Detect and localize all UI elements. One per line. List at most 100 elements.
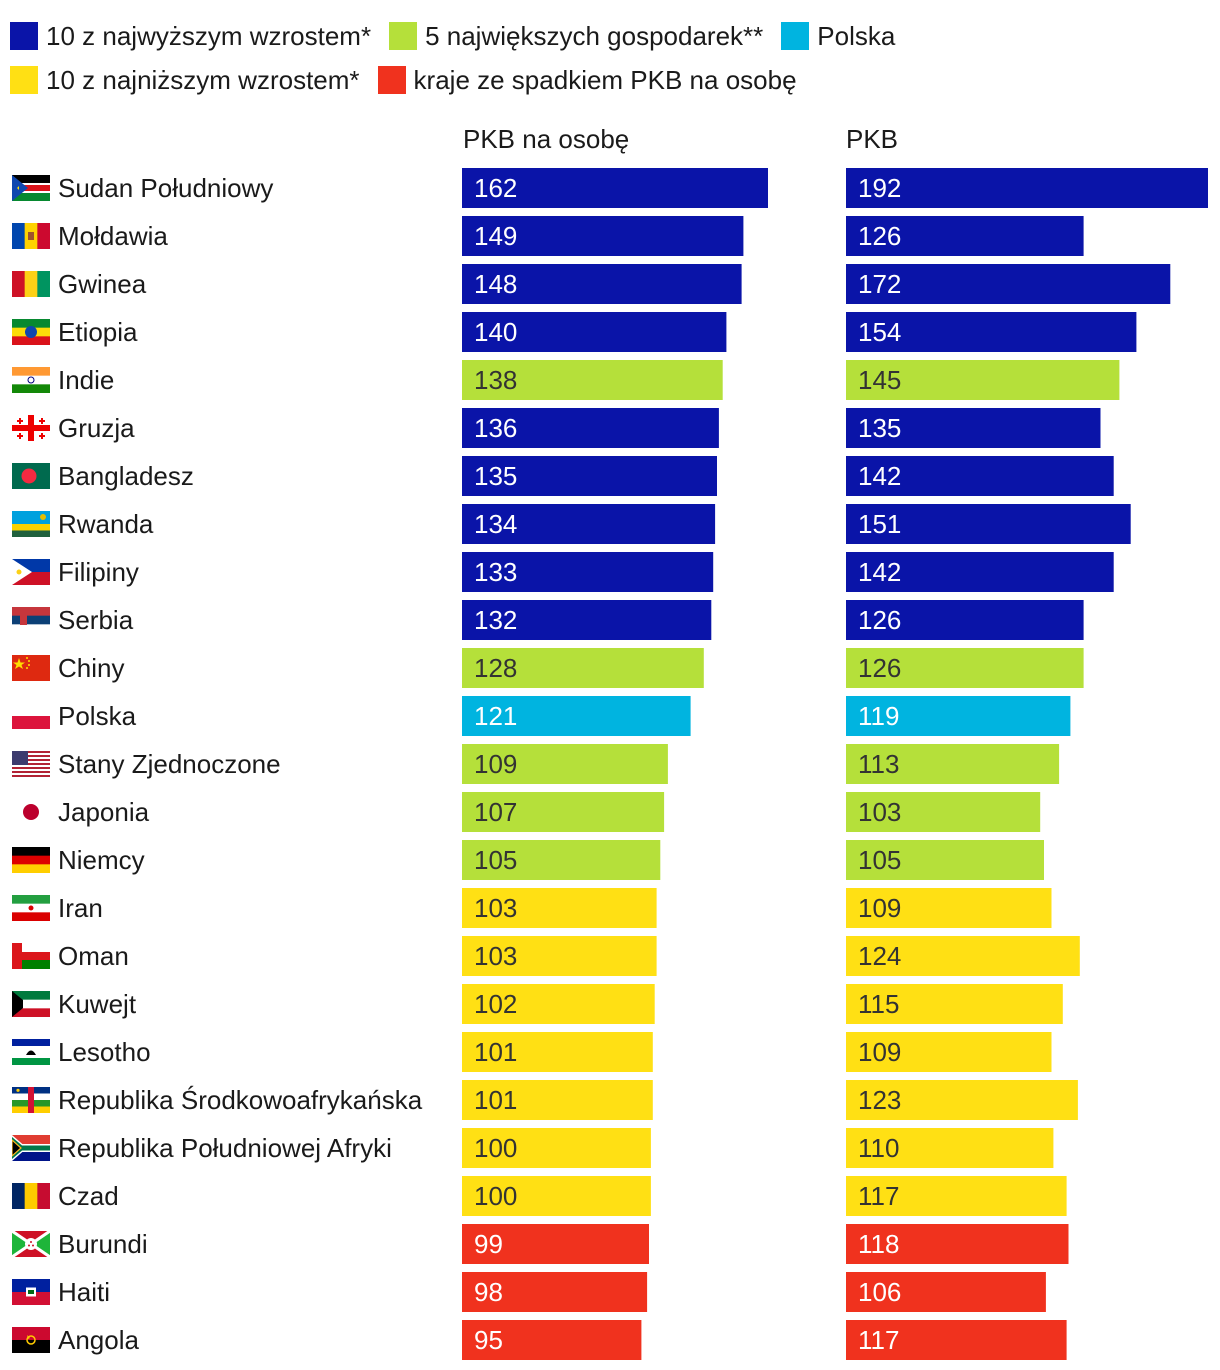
bar-gdp-per-capita (462, 1032, 653, 1072)
serbia-flag-icon (12, 607, 50, 633)
legend-item: kraje ze spadkiem PKB na osobę (377, 58, 797, 102)
bar-value-label: 109 (474, 749, 517, 779)
bar-gdp (846, 264, 1171, 304)
country-label: Kuwejt (58, 989, 137, 1019)
bar-value-label: 109 (858, 1037, 901, 1067)
bar-value-label: 142 (858, 461, 901, 491)
burundi-flag-icon (12, 1231, 50, 1257)
bar-value-label: 128 (474, 653, 517, 683)
legend-swatch (10, 22, 38, 50)
bar-value-label: 121 (474, 701, 517, 731)
bar-value-label: 126 (858, 221, 901, 251)
legend-label: kraje ze spadkiem PKB na osobę (413, 65, 797, 95)
bar-value-label: 103 (858, 797, 901, 827)
legend: 10 z najwyższym wzrostem* 5 największych … (10, 14, 1210, 102)
bar-value-label: 136 (474, 413, 517, 443)
bar-gdp (846, 360, 1120, 400)
bar-gdp (846, 792, 1041, 832)
legend-label: 5 największych gospodarek** (425, 21, 764, 51)
legend-label: 10 z najwyższym wzrostem* (46, 21, 372, 51)
bar-gdp-per-capita (462, 168, 768, 208)
bar-value-label: 134 (474, 509, 517, 539)
moldova-flag-icon (12, 223, 50, 249)
bar-gdp-per-capita (462, 840, 661, 880)
bar-value-label: 132 (474, 605, 517, 635)
bar-value-label: 101 (474, 1037, 517, 1067)
angola-flag-icon (12, 1327, 50, 1353)
bar-gdp-per-capita (462, 1176, 651, 1216)
country-label: Lesotho (58, 1037, 151, 1067)
bar-gdp (846, 168, 1208, 208)
country-label: Etiopia (58, 317, 138, 347)
bar-gdp (846, 744, 1060, 784)
bar-value-label: 192 (858, 173, 901, 203)
legend-swatch (389, 22, 418, 50)
legend-label: 10 z najniższym wzrostem* (46, 65, 360, 95)
bar-gdp (846, 888, 1052, 928)
country-label: Serbia (58, 605, 134, 635)
bar-gdp-per-capita (462, 1272, 648, 1312)
bar-gdp (846, 552, 1114, 592)
country-label: Japonia (58, 797, 150, 827)
bar-gdp (846, 408, 1101, 448)
country-label: Republika Środkowoafrykańska (58, 1085, 423, 1115)
bar-value-label: 126 (858, 653, 901, 683)
bar-value-label: 100 (474, 1181, 517, 1211)
ethiopia-flag-icon (12, 319, 50, 345)
bar-gdp (846, 1080, 1078, 1120)
bar-value-label: 124 (858, 941, 901, 971)
bar-value-label: 149 (474, 221, 517, 251)
kuwait-flag-icon (12, 991, 50, 1017)
poland-flag-icon (12, 703, 50, 729)
bar-gdp-per-capita (462, 936, 657, 976)
country-label: Chiny (58, 653, 125, 683)
south-sudan-flag-icon (12, 175, 50, 201)
country-label: Niemcy (58, 845, 145, 875)
bar-value-label: 117 (858, 1181, 899, 1211)
bar-value-label: 162 (474, 173, 517, 203)
bangladesh-flag-icon (12, 463, 50, 489)
south-africa-flag-icon (12, 1135, 50, 1161)
country-label: Republika Południowej Afryki (58, 1133, 392, 1163)
georgia-flag-icon (12, 415, 50, 441)
bar-value-label: 107 (474, 797, 517, 827)
chad-flag-icon (12, 1183, 50, 1209)
bar-value-label: 151 (858, 509, 901, 539)
country-label: Oman (58, 941, 129, 971)
column-header-gdp: PKB (846, 124, 899, 154)
india-flag-icon (12, 367, 50, 393)
bar-gdp-per-capita (462, 408, 719, 448)
country-label: Polska (58, 701, 137, 731)
legend-item: 10 z najwyższym wzrostem* (10, 14, 371, 58)
bar-gdp-per-capita (462, 696, 691, 736)
rwanda-flag-icon (12, 511, 50, 537)
bar-gdp-per-capita (462, 552, 714, 592)
bar-gdp-per-capita (462, 456, 717, 496)
china-flag-icon (12, 655, 50, 681)
country-label: Mołdawia (58, 221, 168, 251)
bar-value-label: 119 (858, 701, 899, 731)
bar-value-label: 98 (474, 1277, 503, 1307)
country-label: Filipiny (58, 557, 139, 587)
bar-gdp (846, 1272, 1046, 1312)
bar-value-label: 102 (474, 989, 517, 1019)
bar-value-label: 140 (474, 317, 517, 347)
bar-gdp-per-capita (462, 216, 744, 256)
bar-value-label: 103 (474, 893, 517, 923)
bar-value-label: 135 (858, 413, 901, 443)
japan-flag-icon (12, 799, 50, 825)
bar-value-label: 113 (858, 749, 899, 779)
bar-value-label: 142 (858, 557, 901, 587)
bar-gdp (846, 936, 1080, 976)
bar-value-label: 106 (858, 1277, 901, 1307)
lesotho-flag-icon (12, 1039, 50, 1065)
country-label: Indie (58, 365, 115, 395)
bar-gdp (846, 648, 1084, 688)
bar-gdp-per-capita (462, 1224, 649, 1264)
bar-value-label: 110 (858, 1133, 899, 1163)
oman-flag-icon (12, 943, 50, 969)
bar-gdp-per-capita (462, 504, 716, 544)
column-header-gdp-per-capita: PKB na osobę (463, 124, 630, 154)
country-label: Angola (58, 1325, 139, 1355)
